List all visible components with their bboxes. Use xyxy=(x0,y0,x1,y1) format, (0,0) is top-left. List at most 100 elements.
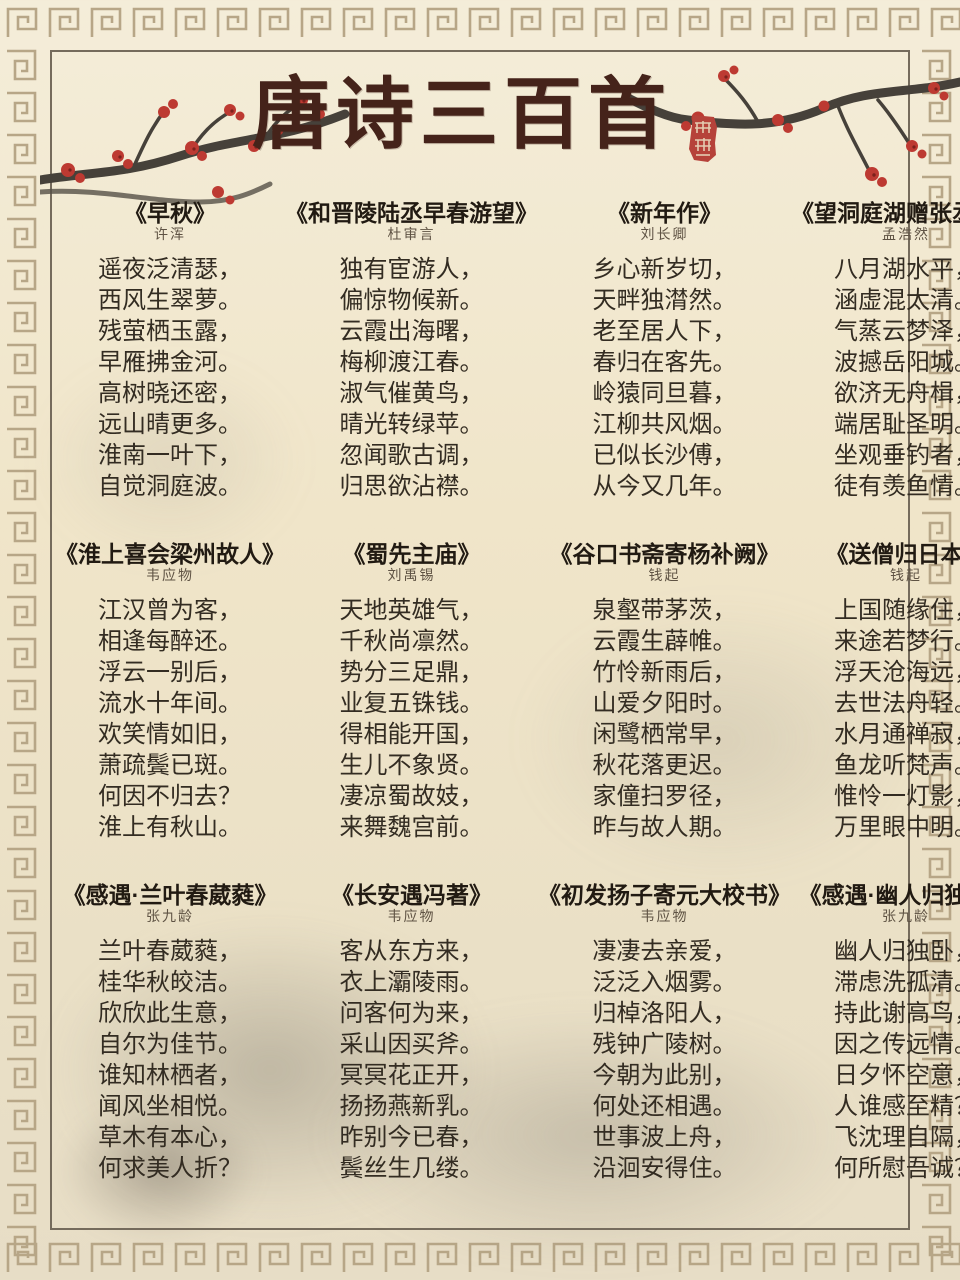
poem-line: 云霞生薜帷。 xyxy=(592,629,737,655)
poem-line: 来舞魏宫前。 xyxy=(339,815,484,841)
poem-line: 持此谢高鸟， xyxy=(834,1001,960,1027)
page-title: 唐诗三百首 xyxy=(251,71,672,158)
poem-author: 杜审言 xyxy=(387,228,436,243)
poem-author: 孟浩然 xyxy=(882,228,930,243)
poem-block: 《淮上喜会梁州故人》 韦应物 江汉曾为客， 相逢每醉还。 浮云一别后， 流水十年间。 欢笑情… xyxy=(55,540,285,881)
poem-line: 势分三足鼎， xyxy=(339,660,484,686)
poem-line: 沿洄安得住。 xyxy=(592,1156,737,1182)
poem-line: 草木有本心， xyxy=(98,1125,242,1151)
poem-line: 泉壑带茅茨， xyxy=(592,598,737,624)
poem-line: 欲济无舟楫， xyxy=(834,381,960,407)
poem-line: 何因不归去？ xyxy=(98,784,242,810)
poem-title: 《蜀先主庙》 xyxy=(342,541,481,567)
poem-line: 生儿不象贤。 xyxy=(339,753,484,779)
poem-line: 独有宦游人， xyxy=(339,257,484,283)
poem-line: 气蒸云梦泽， xyxy=(834,319,960,345)
poem-line: 山爱夕阳时。 xyxy=(592,691,737,717)
poem-line: 徒有羡鱼情。 xyxy=(834,474,960,500)
poem-line: 何求美人折？ xyxy=(98,1156,242,1182)
poem-line: 凄凉蜀故妓， xyxy=(339,784,484,810)
poem-line: 欣欣此生意， xyxy=(98,1001,242,1027)
poem-block: 《和晋陵陆丞早春游望》 杜审言 独有宦游人， 偏惊物候新。 云霞出海曙， 梅柳渡江春。 淑气… xyxy=(285,199,538,540)
poem-line: 鱼龙听梵声。 xyxy=(834,753,960,779)
poem-line: 上国随缘住， xyxy=(834,598,960,624)
poem-line: 闻风坐相悦。 xyxy=(98,1094,242,1120)
poem-line: 采山因买斧。 xyxy=(339,1032,484,1058)
poem-line: 滞虑洗孤清。 xyxy=(834,970,960,996)
poem-line: 岭猿同旦暮， xyxy=(592,381,737,407)
poem-line: 流水十年间。 xyxy=(98,691,242,717)
poem-title: 《谷口书斋寄杨补阙》 xyxy=(549,541,780,567)
poem-line: 因之传远情。 xyxy=(834,1032,960,1058)
poem-line: 得相能开国， xyxy=(339,722,484,748)
poem-author: 韦应物 xyxy=(146,569,194,584)
poem-title: 《感遇·幽人归独卧》 xyxy=(798,882,960,908)
poem-line: 客从东方来， xyxy=(339,939,484,965)
poem-block: 《初发扬子寄元大校书》 韦应物 凄凄去亲爱， 泛泛入烟雾。 归棹洛阳人， 残钟广陵树。 今朝… xyxy=(538,881,791,1222)
poem-line: 波撼岳阳城。 xyxy=(834,350,960,376)
poem-line: 归思欲沾襟。 xyxy=(339,474,484,500)
poem-line: 今朝为此别， xyxy=(592,1063,737,1089)
poem-author: 韦应物 xyxy=(387,910,436,925)
poem-line: 桂华秋皎洁。 xyxy=(98,970,242,996)
poem-author: 张九龄 xyxy=(146,910,194,925)
poem-line: 鬓丝生几缕。 xyxy=(339,1156,484,1182)
poem-line: 淑气催黄鸟， xyxy=(339,381,484,407)
poem-line: 远山晴更多。 xyxy=(98,412,242,438)
poem-line: 人谁感至精？ xyxy=(834,1094,960,1120)
poems-grid: 《早秋》 许浑 遥夜泛清瑟， 西风生翠萝。 残萤栖玉露， 早雁拂金河。 高树晓还密， 远山晴更… xyxy=(55,199,960,1224)
poem-line: 相逢每醉还。 xyxy=(98,629,242,655)
poem-line: 问客何为来， xyxy=(339,1001,484,1027)
poem-title: 《长安遇冯著》 xyxy=(331,882,492,908)
poem-line: 去世法舟轻。 xyxy=(834,691,960,717)
poem-line: 梅柳渡江春。 xyxy=(339,350,484,376)
poem-line: 端居耻圣明。 xyxy=(834,412,960,438)
poem-line: 自尔为佳节。 xyxy=(98,1032,242,1058)
poem-line: 浮云一别后， xyxy=(98,660,242,686)
poem-line: 欢笑情如旧， xyxy=(98,722,242,748)
poem-line: 衣上灞陵雨。 xyxy=(339,970,484,996)
poem-title: 《送僧归日本》 xyxy=(825,541,960,567)
poem-author: 钱起 xyxy=(648,569,681,584)
poem-author: 张九龄 xyxy=(882,910,930,925)
poem-line: 江汉曾为客， xyxy=(98,598,242,624)
poem-line: 偏惊物候新。 xyxy=(339,288,484,314)
poem-line: 浮天沧海远， xyxy=(834,660,960,686)
poem-line: 坐观垂钓者， xyxy=(834,443,960,469)
poem-title: 《望洞庭湖赠张丞相》 xyxy=(791,200,960,226)
poem-line: 归棹洛阳人， xyxy=(592,1001,737,1027)
poem-block: 《感遇·兰叶春葳蕤》 张九龄 兰叶春葳蕤， 桂华秋皎洁。 欣欣此生意， 自尔为佳节。 谁知林… xyxy=(55,881,285,1222)
poem-line: 遥夜泛清瑟， xyxy=(98,257,242,283)
poem-line: 春归在客先。 xyxy=(592,350,737,376)
poem-block: 《长安遇冯著》韦应物客从东方来， 衣上灞陵雨。 问客何为来， 采山因买斧。 冥冥花正开，… xyxy=(285,881,538,1222)
poem-line: 万里眼中明。 xyxy=(834,815,960,841)
poem-line: 自觉洞庭波。 xyxy=(98,474,242,500)
poem-line: 萧疏鬓已斑。 xyxy=(98,753,242,779)
poem-line: 江柳共风烟。 xyxy=(592,412,737,438)
poem-line: 何处还相遇。 xyxy=(592,1094,737,1120)
poem-line: 世事波上舟， xyxy=(592,1125,737,1151)
poem-title: 《早秋》 xyxy=(124,200,216,226)
poem-line: 乡心新岁切， xyxy=(592,257,737,283)
poem-line: 晴光转绿苹。 xyxy=(339,412,484,438)
poem-line: 高树晓还密， xyxy=(98,381,242,407)
poem-line: 闲鹭栖常早， xyxy=(592,722,737,748)
poem-line: 天地英雄气， xyxy=(339,598,484,624)
poem-line: 业复五铢钱。 xyxy=(339,691,484,717)
poem-line: 冥冥花正开， xyxy=(339,1063,484,1089)
poem-line: 谁知林栖者， xyxy=(98,1063,242,1089)
poem-title: 《新年作》 xyxy=(607,200,722,226)
poem-title: 《初发扬子寄元大校书》 xyxy=(538,882,791,908)
poem-block: 《早秋》 许浑 遥夜泛清瑟， 西风生翠萝。 残萤栖玉露， 早雁拂金河。 高树晓还密， 远山晴更… xyxy=(55,199,285,540)
poem-line: 西风生翠萝。 xyxy=(98,288,242,314)
poem-line: 凄凄去亲爱， xyxy=(592,939,737,965)
poem-line: 兰叶春葳蕤， xyxy=(98,939,242,965)
page-header: 唐诗三百首 xyxy=(0,76,960,154)
poem-author: 许浑 xyxy=(154,228,186,243)
poem-line: 淮南一叶下， xyxy=(98,443,242,469)
poem-line: 家僮扫罗径， xyxy=(592,784,737,810)
